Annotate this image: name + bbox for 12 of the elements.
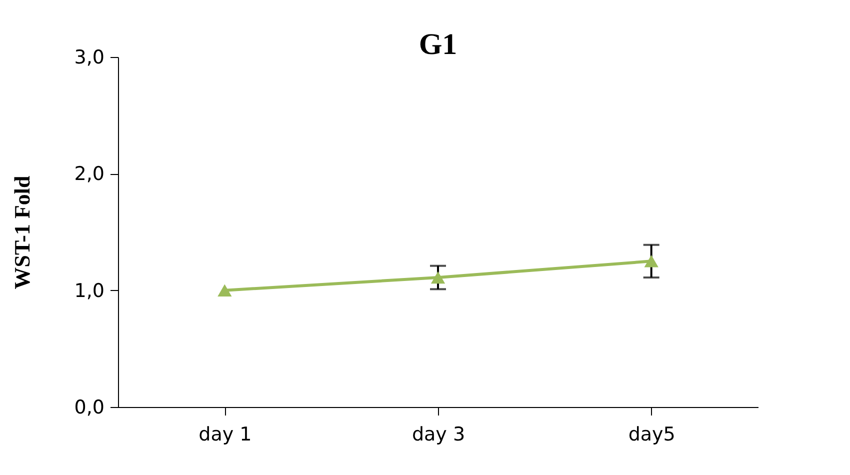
chart-title: G1: [418, 28, 458, 61]
x-tick-label: day 1: [198, 424, 252, 446]
y-tick-label: 3,0: [74, 46, 104, 68]
y-axis-title: WST-1 Fold: [9, 176, 34, 290]
x-tick-label: day 3: [412, 424, 466, 446]
x-tick-label: day5: [628, 424, 676, 446]
point: [644, 255, 658, 268]
point: [218, 284, 232, 296]
y-tick-label: 1,0: [74, 280, 104, 302]
y-tick-label: 0,0: [74, 396, 104, 418]
point: [430, 271, 446, 284]
y-tick-label: 2,0: [74, 163, 104, 186]
